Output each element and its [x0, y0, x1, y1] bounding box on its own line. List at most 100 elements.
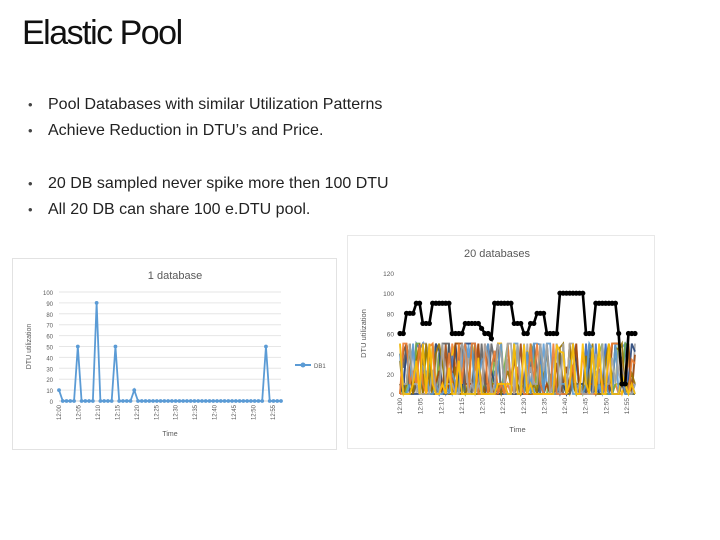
y-tick-label: 20: [46, 378, 53, 384]
data-point: [622, 381, 628, 387]
data-point: [200, 399, 204, 403]
y-axis-title: DTU utilization: [359, 309, 368, 358]
data-point: [132, 388, 137, 392]
data-point: [177, 399, 182, 403]
x-tick-label: 12:25: [500, 398, 507, 415]
y-tick-label: 90: [46, 302, 53, 308]
x-tick-label: 12:20: [480, 398, 487, 415]
x-tick-label: 12:00: [57, 404, 63, 420]
data-point: [169, 399, 174, 403]
data-point: [83, 399, 88, 403]
background-database-line: [399, 343, 636, 397]
data-point: [632, 330, 638, 337]
single-database-chart-svg: 1 database 0 10 20 30 40 50 60 70 80 90 100 12:00 12:…: [26, 270, 326, 438]
y-tick-label: 60: [46, 335, 53, 341]
data-point: [173, 399, 178, 403]
data-point: [226, 399, 231, 403]
data-point: [79, 399, 84, 403]
y-tick-label: 100: [43, 291, 54, 297]
data-point: [531, 320, 537, 327]
data-point: [524, 330, 530, 337]
x-tick-label: 12:50: [603, 398, 610, 415]
single-database-chart: 1 database 0 10 20 30 40 50 60 70 80 90 100 12:00 12:…: [12, 258, 337, 450]
data-point: [485, 330, 491, 337]
data-point: [188, 399, 193, 403]
data-point: [252, 399, 257, 403]
y-tick-label: 0: [390, 392, 394, 399]
data-point: [64, 399, 69, 403]
x-tick-label: 12:40: [213, 404, 219, 420]
y-tick-label: 80: [387, 311, 395, 318]
y-tick-label: 40: [387, 352, 395, 359]
x-axis-title: Time: [162, 431, 177, 438]
data-point: [162, 399, 167, 403]
data-point: [87, 399, 92, 403]
data-point: [136, 399, 140, 403]
chart-title: 1 database: [148, 270, 202, 282]
x-tick-label: 12:10: [438, 398, 445, 415]
data-point: [248, 399, 253, 403]
x-tick-label: 12:05: [418, 398, 425, 415]
x-tick-label: 12:55: [624, 398, 631, 415]
data-point: [158, 399, 163, 403]
data-point: [256, 399, 261, 403]
series-line: [58, 302, 281, 402]
data-point: [275, 399, 280, 403]
data-point: [109, 399, 114, 403]
data-point: [541, 310, 547, 316]
twenty-databases-chart: 20 databases 0 20 40 60 80 100 120 12:00 12:05 12:…: [347, 235, 700, 449]
legend-label: DB1: [314, 364, 326, 370]
data-point: [264, 344, 268, 349]
bullet-list-patterns: Pool Databases with similar Utilization …: [28, 92, 382, 144]
data-point: [94, 301, 99, 305]
data-point: [203, 399, 208, 403]
twenty-databases-chart-svg: 20 databases 0 20 40 60 80 100 120 12:00 12:05 12:…: [359, 248, 700, 434]
data-point: [143, 399, 148, 403]
data-point: [196, 399, 201, 403]
data-point: [192, 399, 197, 403]
x-tick-label: 12:35: [541, 398, 548, 415]
data-point: [211, 399, 216, 403]
data-point: [589, 330, 596, 337]
data-point: [57, 388, 61, 392]
data-point: [113, 344, 118, 349]
slide-title: Elastic Pool: [22, 14, 183, 52]
x-tick-label: 12:10: [96, 404, 102, 420]
data-point: [121, 399, 125, 403]
data-point: [241, 399, 246, 403]
x-tick-label: 12:05: [76, 404, 82, 420]
data-point: [147, 399, 152, 403]
data-point: [554, 330, 560, 337]
x-tick-label: 12:40: [562, 398, 569, 415]
data-point: [166, 399, 171, 403]
x-tick-label: 12:20: [135, 404, 141, 420]
x-tick-label: 12:15: [459, 398, 466, 415]
y-tick-label: 100: [383, 291, 394, 298]
data-point: [185, 399, 189, 403]
data-point: [612, 300, 619, 306]
bullet-list-sampling: 20 DB sampled never spike more then 100 …: [28, 171, 389, 223]
data-point: [139, 399, 144, 403]
x-tick-label: 12:45: [583, 398, 590, 415]
x-axis-title: Time: [509, 425, 525, 434]
x-tick-label: 12:30: [174, 404, 180, 420]
data-point: [245, 399, 250, 403]
y-tick-label: 40: [46, 356, 53, 362]
data-point: [75, 344, 80, 349]
data-point: [151, 399, 155, 403]
data-point: [580, 290, 586, 296]
bullet-item: Pool Databases with similar Utilization …: [28, 92, 382, 118]
y-tick-label: 120: [383, 271, 394, 278]
data-point: [230, 399, 234, 403]
legend-marker: [300, 362, 306, 368]
data-point: [260, 399, 265, 403]
data-point: [222, 399, 227, 403]
data-point: [478, 325, 485, 332]
data-point: [518, 320, 524, 327]
data-point: [416, 300, 423, 306]
data-point: [128, 399, 133, 403]
x-tick-label: 12:15: [115, 404, 121, 420]
data-point: [426, 320, 432, 327]
data-point: [446, 300, 452, 306]
data-point: [124, 399, 129, 403]
